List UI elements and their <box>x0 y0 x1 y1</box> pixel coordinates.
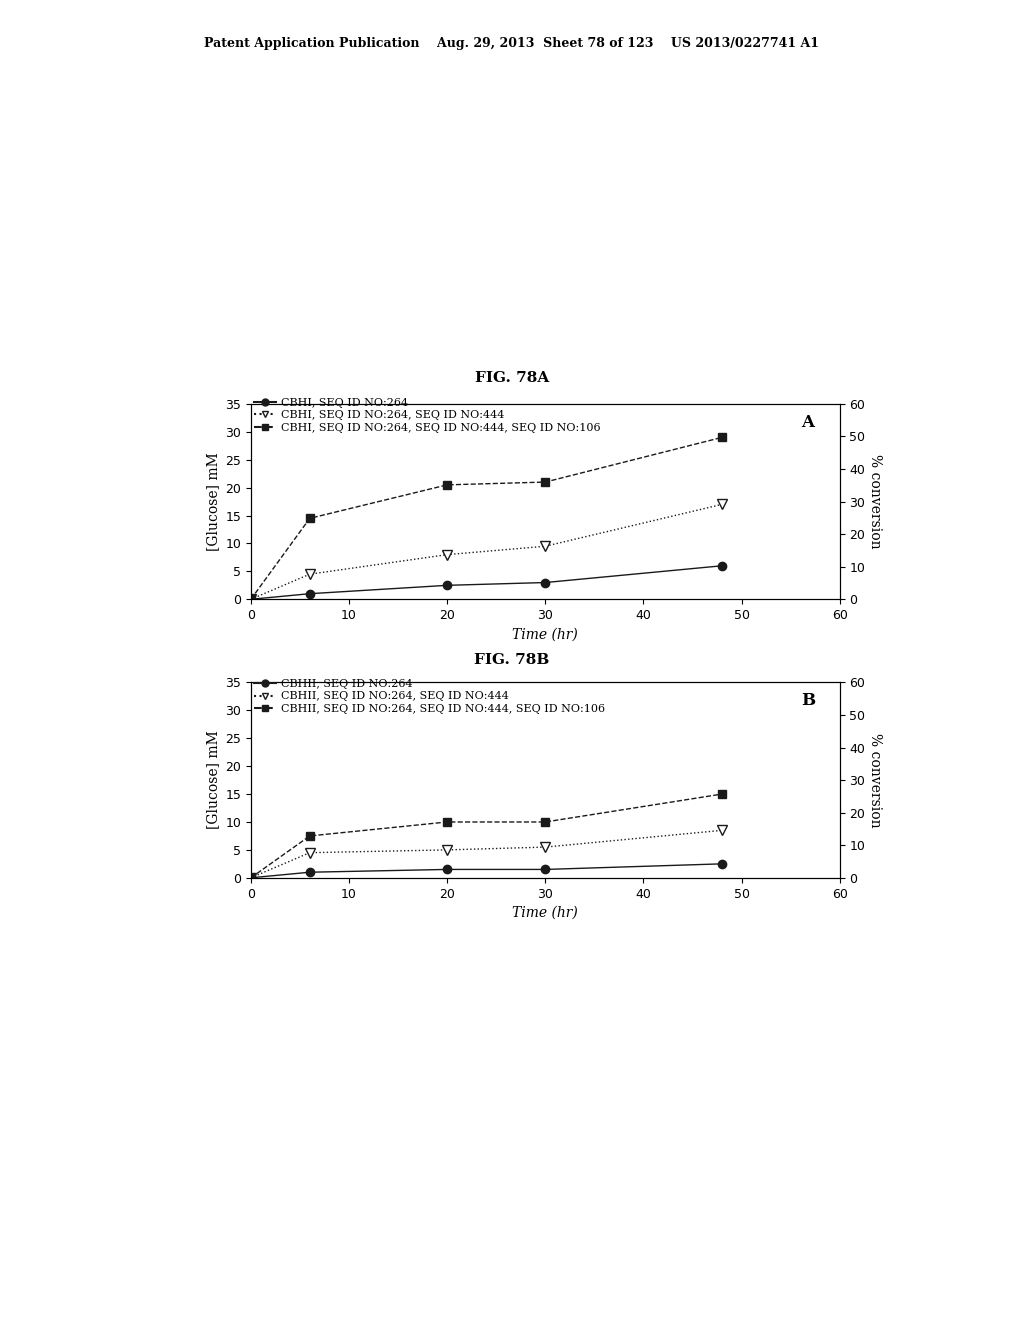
Text: B: B <box>802 692 815 709</box>
Legend: CBHI, SEQ ID NO:264, CBHI, SEQ ID NO:264, SEQ ID NO:444, CBHI, SEQ ID NO:264, SE: CBHI, SEQ ID NO:264, CBHI, SEQ ID NO:264… <box>249 393 605 437</box>
Y-axis label: [Glucose] mM: [Glucose] mM <box>206 453 220 550</box>
X-axis label: Time (hr): Time (hr) <box>512 627 579 642</box>
Y-axis label: % conversion: % conversion <box>868 454 882 549</box>
Text: FIG. 78B: FIG. 78B <box>474 652 550 667</box>
Y-axis label: % conversion: % conversion <box>868 733 882 828</box>
Y-axis label: [Glucose] mM: [Glucose] mM <box>206 731 220 829</box>
Text: A: A <box>802 413 814 430</box>
Text: Patent Application Publication    Aug. 29, 2013  Sheet 78 of 123    US 2013/0227: Patent Application Publication Aug. 29, … <box>205 37 819 50</box>
Legend: CBHII, SEQ ID NO:264, CBHII, SEQ ID NO:264, SEQ ID NO:444, CBHII, SEQ ID NO:264,: CBHII, SEQ ID NO:264, CBHII, SEQ ID NO:2… <box>249 675 610 718</box>
Text: FIG. 78A: FIG. 78A <box>475 371 549 385</box>
X-axis label: Time (hr): Time (hr) <box>512 906 579 920</box>
